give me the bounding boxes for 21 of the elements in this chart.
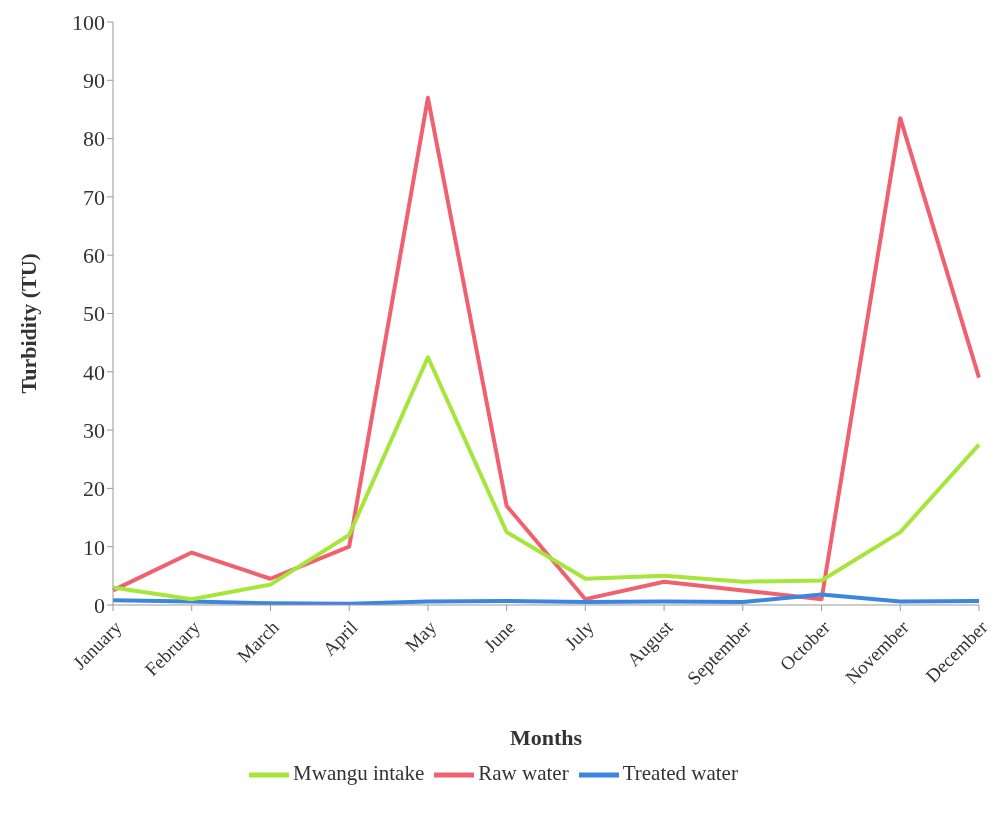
y-tick-label: 0	[94, 592, 105, 618]
y-tick-label: 60	[83, 243, 105, 269]
y-tick-label: 30	[83, 417, 105, 443]
y-tick-label: 100	[72, 9, 105, 35]
y-tick-label: 20	[83, 476, 105, 502]
x-tick-label: May	[400, 616, 441, 657]
legend-label: Mwangu intake	[293, 760, 425, 785]
legend-label: Treated water	[622, 760, 738, 785]
y-tick-label: 50	[83, 301, 105, 327]
legend-label: Raw water	[478, 760, 569, 785]
x-tick-label: July	[560, 616, 599, 654]
y-axis-title: Turbidity (TU)	[15, 253, 41, 394]
line-series	[111, 95, 981, 602]
y-tick-label: 70	[83, 184, 105, 210]
x-tick-label: June	[479, 616, 520, 657]
y-tick-label: 10	[83, 534, 105, 560]
x-axis-title: Months	[509, 725, 583, 750]
y-tick-label: 80	[83, 126, 105, 152]
y-tick-label: 40	[83, 359, 105, 385]
line-series	[111, 355, 981, 602]
y-tick-label: 90	[83, 68, 105, 94]
